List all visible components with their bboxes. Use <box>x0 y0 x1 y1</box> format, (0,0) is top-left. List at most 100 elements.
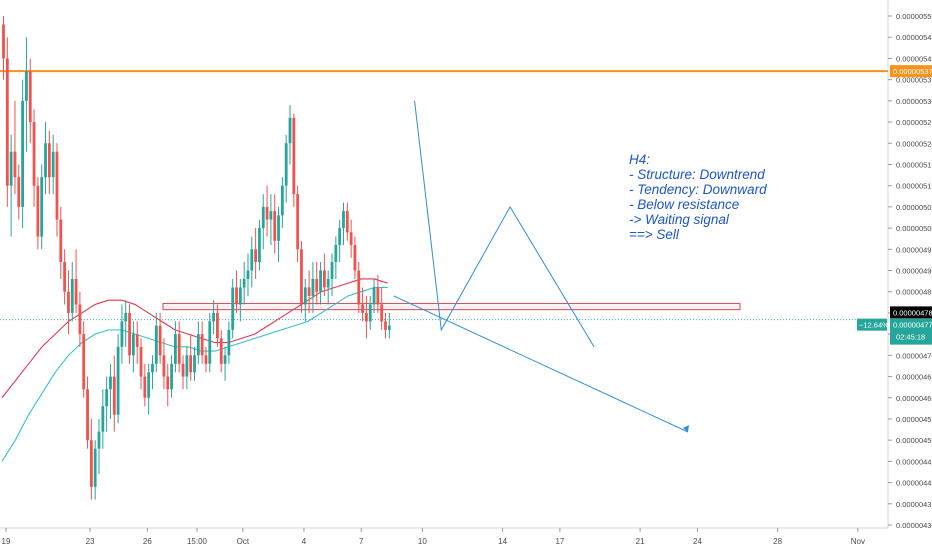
plot-area[interactable] <box>0 0 888 528</box>
candle-down[interactable] <box>82 334 86 390</box>
candle-down[interactable] <box>47 143 51 178</box>
candle-up[interactable] <box>372 287 376 305</box>
candle-up[interactable] <box>311 278 315 296</box>
candle-down[interactable] <box>89 440 93 487</box>
candle-up[interactable] <box>154 325 158 364</box>
candle-down[interactable] <box>254 249 258 263</box>
candle-down[interactable] <box>67 291 70 313</box>
candle-down[interactable] <box>5 58 9 186</box>
candle-up[interactable] <box>269 211 273 220</box>
candle-up[interactable] <box>280 185 284 216</box>
candle-down[interactable] <box>353 245 357 271</box>
candle-up[interactable] <box>338 228 342 246</box>
candle-up[interactable] <box>368 304 372 322</box>
candle-up[interactable] <box>185 355 189 377</box>
candle-down[interactable] <box>177 334 181 364</box>
candle-up[interactable] <box>9 151 13 186</box>
candle-up[interactable] <box>326 278 330 288</box>
candle-down[interactable] <box>216 312 219 339</box>
candle-down[interactable] <box>322 270 326 288</box>
sell-projection-arrow[interactable] <box>393 295 689 433</box>
candle-down[interactable] <box>2 24 5 59</box>
candle-down[interactable] <box>59 219 63 263</box>
candle-up[interactable] <box>70 278 74 313</box>
candle-down[interactable] <box>17 177 21 207</box>
candle-down[interactable] <box>296 194 300 250</box>
candle-up[interactable] <box>284 143 288 186</box>
candle-down[interactable] <box>74 278 78 305</box>
candle-down[interactable] <box>349 232 353 246</box>
pattern-trendline[interactable] <box>414 100 595 348</box>
candle-down[interactable] <box>128 312 131 356</box>
candle-up[interactable] <box>258 228 261 263</box>
candle-down[interactable] <box>36 185 40 237</box>
candle-down[interactable] <box>139 346 143 377</box>
candle-up[interactable] <box>238 287 242 305</box>
candle-down[interactable] <box>315 278 319 292</box>
candle-up[interactable] <box>196 334 200 356</box>
candle-down[interactable] <box>292 117 296 195</box>
candle-down[interactable] <box>380 304 384 322</box>
candle-up[interactable] <box>93 448 97 487</box>
candle-up[interactable] <box>231 287 235 330</box>
candle-up[interactable] <box>97 431 101 449</box>
candle-down[interactable] <box>365 312 368 322</box>
candle-up[interactable] <box>51 151 55 178</box>
candle-up[interactable] <box>261 206 265 229</box>
candle-up[interactable] <box>330 262 334 279</box>
candle-up[interactable] <box>120 321 124 347</box>
candle-up[interactable] <box>101 406 105 432</box>
candle-up[interactable] <box>21 100 24 207</box>
candle-up[interactable] <box>223 355 227 364</box>
candle-up[interactable] <box>246 270 250 279</box>
candle-down[interactable] <box>361 304 364 313</box>
candle-down[interactable] <box>32 122 36 186</box>
candle-down[interactable] <box>307 287 311 296</box>
candle-up[interactable] <box>170 363 173 390</box>
candle-up[interactable] <box>124 312 128 322</box>
candle-down[interactable] <box>162 355 166 377</box>
candle-up[interactable] <box>342 211 345 229</box>
candle-down[interactable] <box>357 270 361 305</box>
candle-up[interactable] <box>174 334 177 364</box>
candle-down[interactable] <box>376 287 380 305</box>
price-zone[interactable] <box>162 302 741 311</box>
candle-up[interactable] <box>116 346 120 415</box>
candle-down[interactable] <box>63 262 67 292</box>
candle-up[interactable] <box>25 71 28 101</box>
candle-down[interactable] <box>78 304 82 335</box>
candle-down[interactable] <box>158 325 162 356</box>
candle-down[interactable] <box>181 363 185 377</box>
candle-down[interactable] <box>235 287 238 305</box>
candle-up[interactable] <box>334 245 338 263</box>
candle-down[interactable] <box>143 376 147 398</box>
candle-up[interactable] <box>277 215 280 241</box>
candle-up[interactable] <box>212 312 215 322</box>
candle-down[interactable] <box>200 334 204 356</box>
candle-up[interactable] <box>44 143 47 178</box>
candle-up[interactable] <box>147 372 151 398</box>
candle-down[interactable] <box>273 211 277 241</box>
candle-down[interactable] <box>204 355 208 364</box>
candle-down[interactable] <box>28 71 32 123</box>
candle-up[interactable] <box>319 270 322 292</box>
candle-down[interactable] <box>112 376 116 415</box>
candle-up[interactable] <box>105 389 109 407</box>
candle-down[interactable] <box>345 211 349 233</box>
candle-up[interactable] <box>151 363 154 373</box>
candle-up[interactable] <box>250 249 254 271</box>
candle-up[interactable] <box>40 177 44 237</box>
candle-up[interactable] <box>288 117 292 144</box>
candle-down[interactable] <box>384 321 387 330</box>
candle-up[interactable] <box>387 325 391 330</box>
candle-up[interactable] <box>109 376 112 390</box>
candle-down[interactable] <box>13 151 17 178</box>
candle-up[interactable] <box>193 355 196 373</box>
candle-up[interactable] <box>227 329 231 356</box>
candle-down[interactable] <box>219 338 223 364</box>
candle-up[interactable] <box>131 334 135 356</box>
candle-down[interactable] <box>300 249 303 305</box>
candle-up[interactable] <box>242 278 246 288</box>
candle-down[interactable] <box>265 206 269 220</box>
